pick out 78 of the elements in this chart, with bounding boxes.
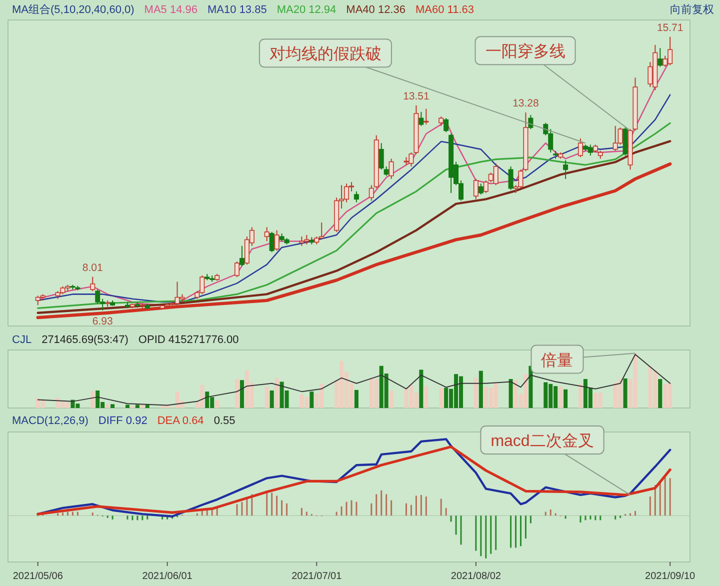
candlestick bbox=[378, 142, 384, 170]
bar bbox=[419, 370, 424, 408]
x-tick-label: 2021/05/06 bbox=[12, 571, 64, 582]
annotation: 13.51 bbox=[403, 90, 430, 102]
annotation: 一阳穿多线 bbox=[485, 42, 566, 61]
bar bbox=[274, 378, 279, 408]
candlestick bbox=[239, 245, 244, 267]
text: 0.55 bbox=[214, 415, 236, 427]
bar bbox=[310, 392, 314, 408]
candlestick bbox=[658, 48, 663, 68]
x-tick-label: 2021/09/10 bbox=[645, 571, 696, 582]
text: MA40 12.36 bbox=[346, 4, 406, 16]
bar bbox=[474, 378, 478, 408]
text: 向前复权 bbox=[670, 4, 714, 16]
bar bbox=[106, 404, 110, 408]
candlestick bbox=[478, 183, 484, 196]
x-tick-label: 2021/08/02 bbox=[450, 571, 502, 582]
bar bbox=[623, 378, 628, 408]
bar bbox=[424, 386, 428, 408]
annotation: 13.28 bbox=[512, 98, 540, 110]
text: MA5 14.96 bbox=[144, 4, 198, 16]
bar bbox=[240, 380, 244, 408]
text: DIFF 0.92 bbox=[98, 415, 148, 427]
text: OPID 415271776.00 bbox=[138, 334, 239, 346]
bar bbox=[564, 389, 568, 408]
bar bbox=[528, 366, 533, 408]
bar bbox=[90, 391, 95, 408]
bar bbox=[140, 404, 144, 408]
candlestick bbox=[563, 160, 568, 180]
annotation: 6.93 bbox=[92, 315, 113, 328]
annotation: 倍量 bbox=[541, 351, 574, 370]
bar bbox=[215, 400, 220, 408]
annotation: macd二次金叉 bbox=[490, 432, 594, 450]
bar bbox=[125, 404, 130, 408]
annotation: 8.01 bbox=[82, 262, 104, 274]
candlestick bbox=[508, 166, 514, 190]
bar bbox=[354, 390, 358, 408]
annotation: 对均线的假跌破 bbox=[269, 45, 382, 64]
text: 271465.69(53:47) bbox=[42, 334, 128, 346]
bar bbox=[264, 386, 269, 408]
candlestick bbox=[438, 116, 444, 126]
bar bbox=[439, 388, 444, 408]
bar bbox=[234, 379, 239, 408]
bar bbox=[110, 404, 115, 408]
x-tick-label: 2021/07/01 bbox=[292, 571, 342, 582]
text: MA60 11.63 bbox=[415, 4, 474, 16]
candlestick bbox=[264, 226, 270, 242]
chart-title: CJL bbox=[12, 334, 32, 346]
candlestick bbox=[578, 138, 583, 158]
bar bbox=[389, 390, 394, 408]
candlestick bbox=[354, 190, 359, 203]
x-tick-label: 2021/06/01 bbox=[142, 571, 193, 582]
candlestick bbox=[424, 108, 429, 125]
bar bbox=[135, 404, 140, 408]
candlestick bbox=[269, 231, 274, 253]
candlestick bbox=[473, 178, 478, 200]
candlestick bbox=[528, 114, 534, 130]
candlestick bbox=[444, 118, 449, 133]
text: MA10 13.85 bbox=[208, 4, 267, 16]
chart-title: MA组合(5,10,20,40,60,0) bbox=[12, 3, 134, 16]
text: MA20 12.94 bbox=[276, 4, 336, 16]
bar bbox=[478, 370, 483, 408]
candlestick bbox=[418, 111, 424, 126]
candlestick bbox=[90, 276, 96, 292]
bar bbox=[270, 390, 274, 408]
candlestick bbox=[384, 166, 389, 176]
candlestick bbox=[483, 180, 488, 194]
chart-title: MACD(12,26,9) bbox=[12, 415, 88, 427]
candlestick bbox=[368, 184, 374, 202]
candlestick bbox=[234, 260, 240, 278]
bar bbox=[578, 384, 582, 408]
text: DEA 0.64 bbox=[157, 415, 204, 427]
candlestick bbox=[274, 230, 280, 252]
candlestick bbox=[388, 158, 394, 180]
bar bbox=[508, 379, 513, 408]
bar bbox=[658, 379, 662, 408]
bar bbox=[558, 386, 563, 408]
annotation: 15.71 bbox=[656, 22, 684, 34]
